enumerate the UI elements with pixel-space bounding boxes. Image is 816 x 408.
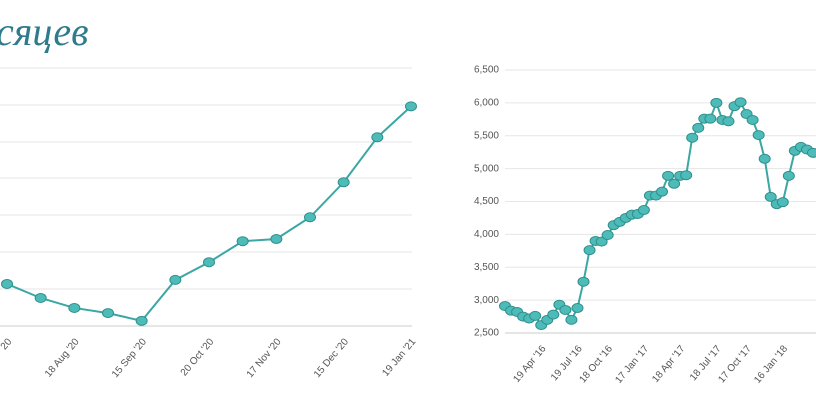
point: [637, 205, 650, 216]
point: [710, 97, 723, 108]
point: [203, 257, 215, 268]
point: [571, 303, 584, 314]
point: [169, 274, 182, 285]
x-tick-label: 20 Oct '20: [179, 336, 217, 378]
x-tick-label: 16 Jan '18: [752, 343, 790, 386]
point: [601, 230, 614, 241]
point: [782, 170, 795, 181]
point: [405, 101, 417, 112]
x-tick-label: 17 Jan '17: [613, 343, 651, 386]
point: [764, 191, 777, 202]
x-tick-label: 19 Jan '21: [380, 336, 418, 379]
point: [371, 132, 384, 143]
x-tick-label: 20: [0, 336, 15, 352]
point: [807, 147, 816, 158]
y-tick-label: 6,500: [474, 65, 499, 76]
left-grid: [0, 67, 412, 290]
y-tick-label: 5,500: [474, 130, 499, 141]
x-tick-label: 19 Apr '16: [511, 343, 548, 385]
point: [337, 177, 350, 188]
point: [656, 186, 669, 197]
point: [776, 197, 789, 208]
point: [236, 236, 249, 247]
point: [686, 132, 699, 143]
point: [529, 310, 542, 321]
point: [758, 153, 771, 164]
point: [565, 314, 578, 325]
point: [595, 236, 608, 247]
point: [722, 116, 735, 127]
point: [270, 234, 283, 245]
y-tick-label: 4,000: [474, 229, 499, 240]
y-tick-label: 5,000: [474, 163, 499, 174]
x-tick-label: 18 Apr '17: [650, 343, 687, 385]
y-tick-label: 4,500: [474, 196, 499, 207]
y-tick-label: 2,500: [474, 328, 499, 339]
point: [547, 309, 560, 320]
y-tick-label: 3,000: [474, 295, 499, 306]
point: [102, 308, 114, 319]
point: [668, 178, 681, 189]
page-title: сяцев: [0, 9, 88, 54]
point: [734, 97, 747, 108]
point: [692, 122, 705, 133]
point: [662, 170, 675, 181]
point: [559, 304, 572, 315]
point: [68, 302, 81, 313]
x-tick-label: 15 Sep '20: [110, 336, 149, 380]
x-tick-label: 15 Dec '20: [312, 336, 351, 380]
point: [304, 212, 316, 223]
point: [704, 113, 717, 124]
y-tick-label: 3,500: [474, 262, 499, 273]
point: [746, 114, 759, 125]
point: [135, 315, 148, 326]
point: [577, 276, 590, 287]
x-tick-label: 17 Nov '20: [245, 336, 284, 380]
point: [583, 245, 596, 256]
point: [1, 278, 13, 289]
x-tick-label: 18 Aug '20: [43, 336, 82, 379]
y-tick-label: 6,000: [474, 98, 499, 109]
point: [680, 170, 693, 181]
point: [752, 130, 765, 141]
point: [34, 292, 47, 303]
